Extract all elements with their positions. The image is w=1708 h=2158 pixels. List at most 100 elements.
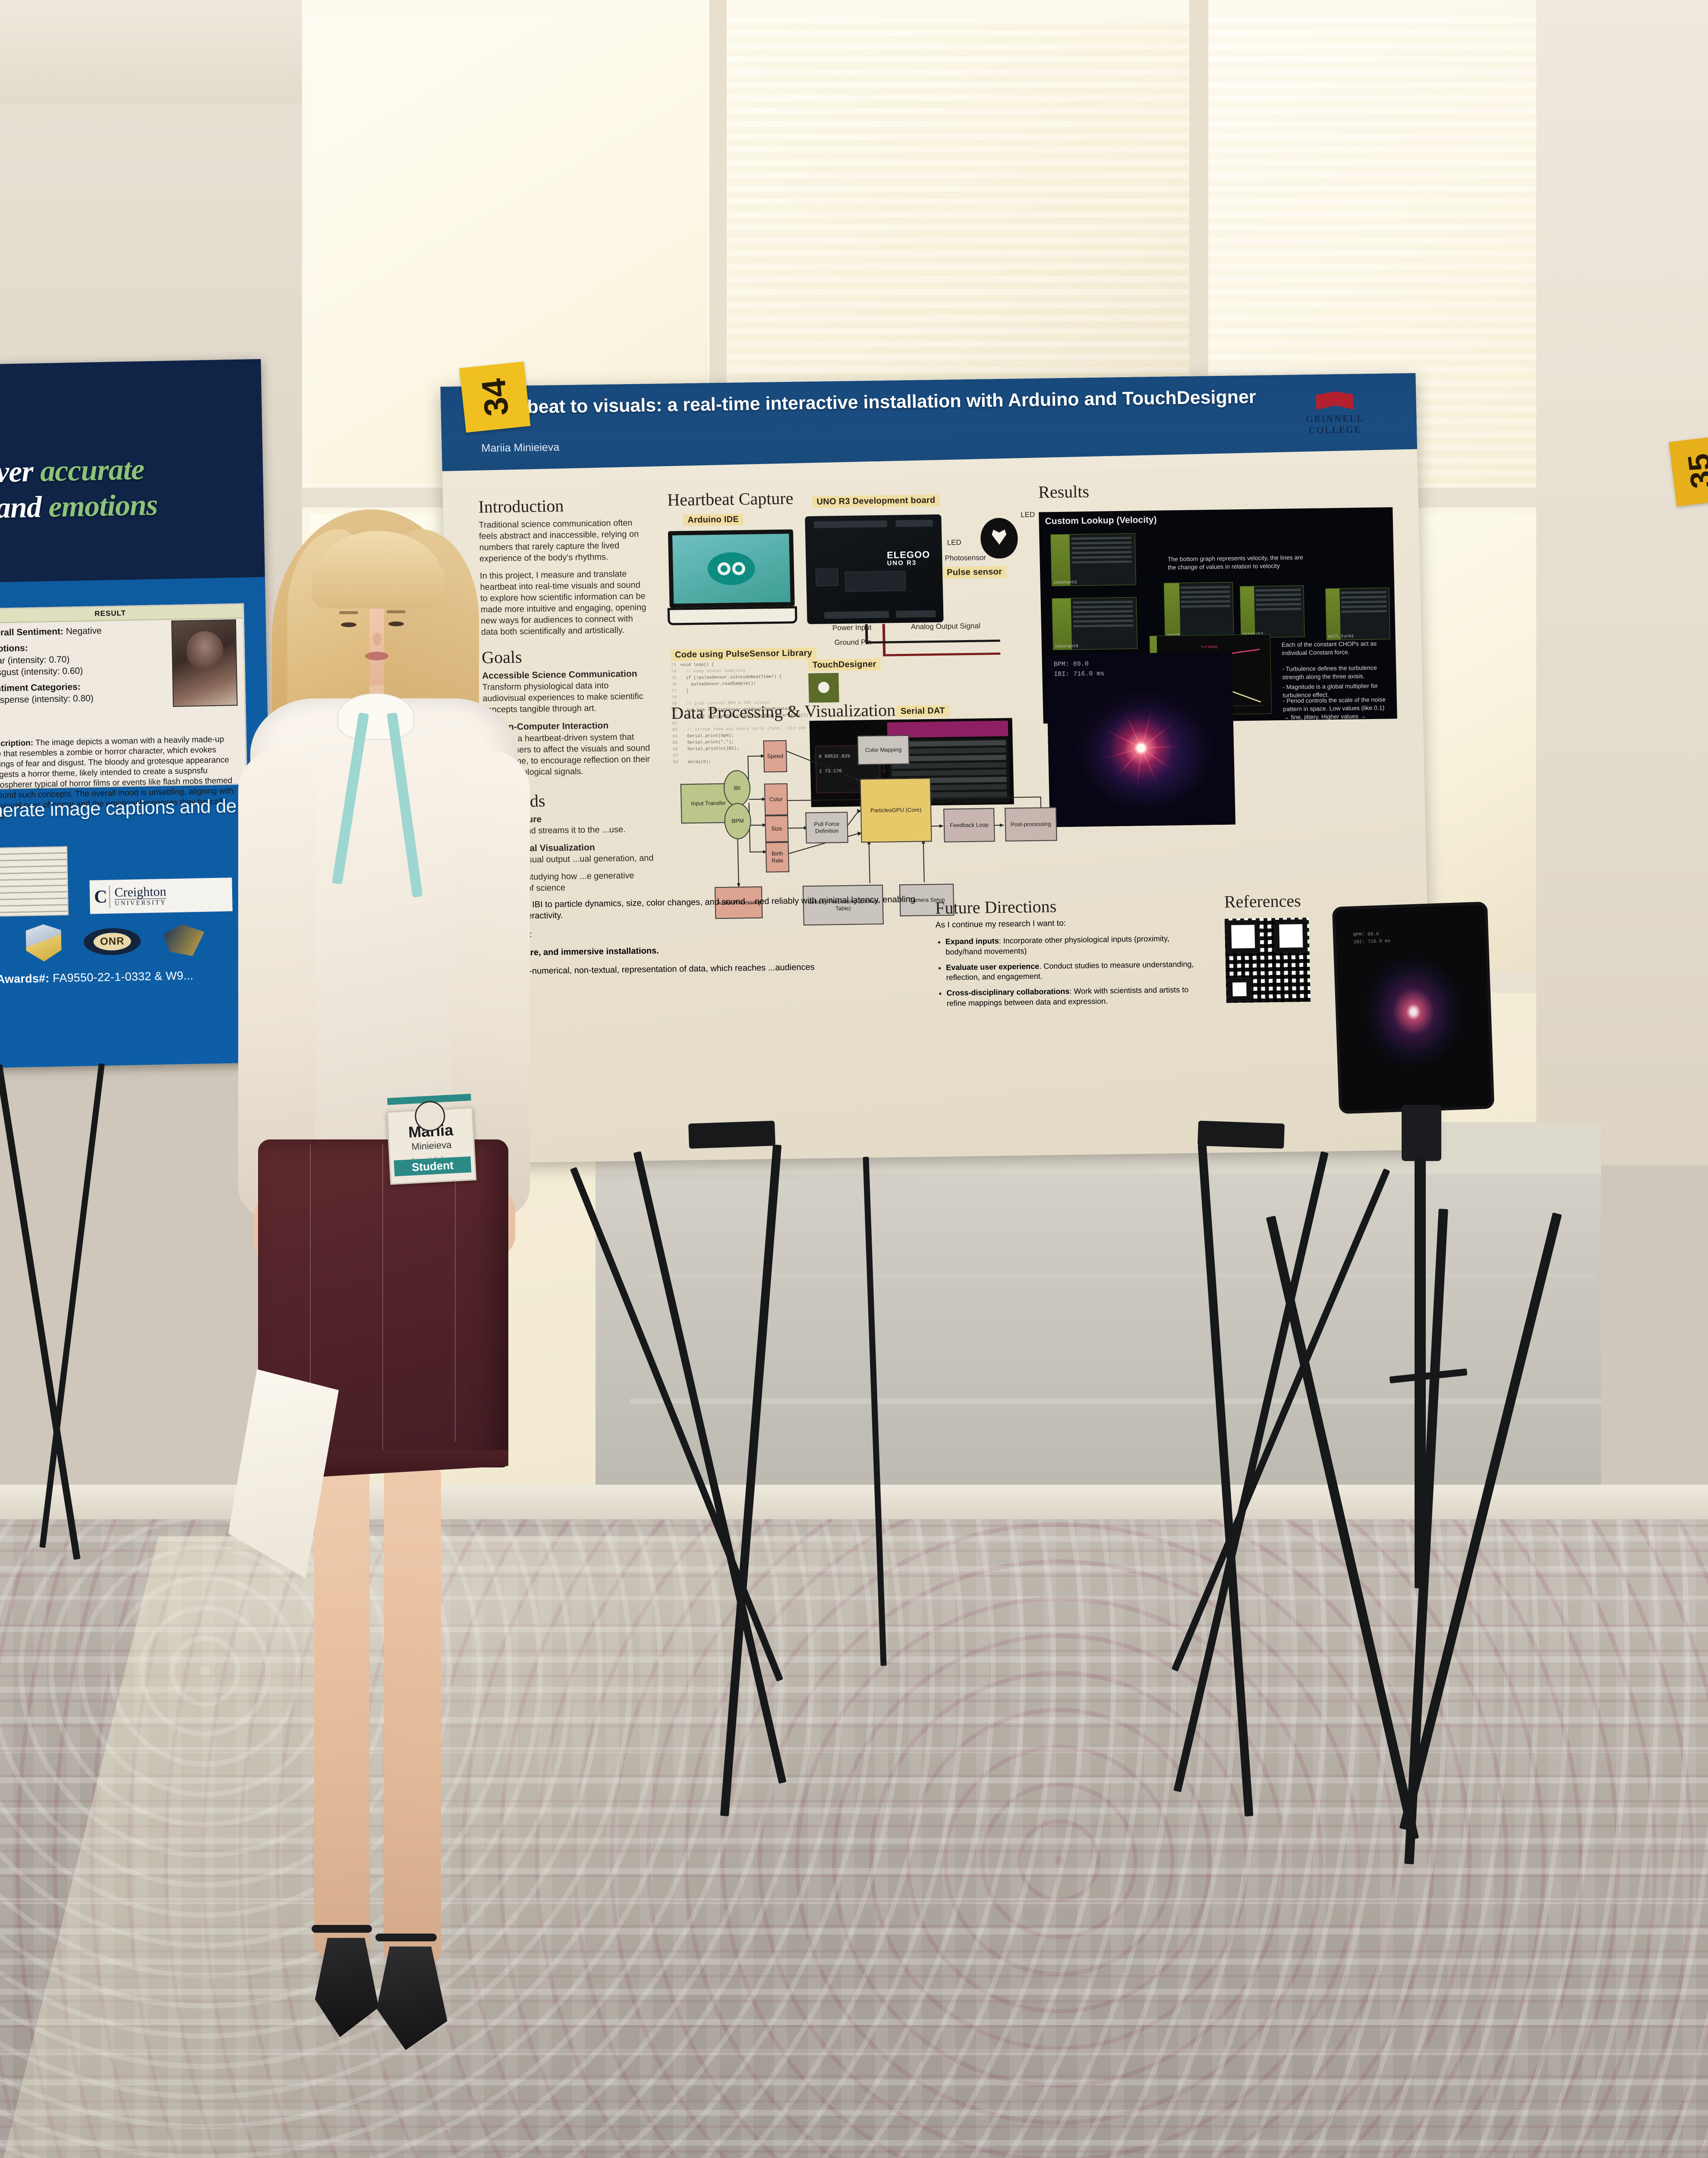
lips <box>365 652 388 660</box>
data-processing-flowchart: Input Transfer IBI BPM Speed Color Size … <box>671 722 1077 931</box>
nose <box>373 633 381 646</box>
grinnell-college-logo: GRINNELL COLLEGE <box>1285 391 1385 436</box>
badge-role: Student <box>394 1156 472 1177</box>
grinnell-wordmark: GRINNELL COLLEGE <box>1285 412 1385 436</box>
easel-head <box>688 1120 775 1149</box>
qr-code-icon[interactable] <box>1224 917 1311 1003</box>
sentiment-categories-label: Sentiment Categories: <box>0 682 81 694</box>
future-directions-lead: As I continue my research I want to: <box>935 918 1066 930</box>
photosensor-label: Photosensor <box>945 553 986 562</box>
node-speed: Speed <box>763 740 788 773</box>
ibi-readout: IBI: 716.0 ms <box>1054 670 1105 678</box>
node-feedback-loop: Feedback Loop <box>943 808 995 842</box>
arduino-logo-icon <box>707 552 756 586</box>
series-label-turbmag: turbmag <box>1201 644 1217 650</box>
arduino-ide-label: Arduino IDE <box>683 514 744 527</box>
pulse-sensor-illustration <box>980 517 1018 559</box>
pulse-sensor-label: Pulse sensor <box>942 566 1007 579</box>
blouse-collar <box>337 693 414 740</box>
arduino-ide-screen <box>672 533 791 604</box>
results-heading: Results <box>1038 482 1090 502</box>
onr-seal-icon <box>83 928 141 956</box>
node-size: Size <box>765 815 789 842</box>
headline-fragment-1: deliver <box>0 455 34 490</box>
laptop-illustration <box>667 529 800 625</box>
easel-leg <box>39 1063 105 1548</box>
name-badge: Mariia Minieieva Grinnell College Studen… <box>386 1094 477 1185</box>
references-heading: References <box>1224 891 1301 912</box>
parking-line <box>630 1398 1601 1404</box>
overall-sentiment-label: Overall Sentiment: <box>0 626 64 638</box>
poster-title: Heartbeat to visuals: a real-time intera… <box>479 386 1257 418</box>
node-birth-rate: Birth Rate <box>765 842 790 873</box>
tripod-ball-head[interactable] <box>1402 1105 1441 1161</box>
code-caption-label: Code using PulseSensor Library <box>670 647 817 661</box>
board-brand-text: ELEGOO UNO R3 <box>886 549 930 567</box>
touchdesigner-label: TouchDesigner <box>808 658 881 672</box>
book-icon <box>1316 391 1353 410</box>
node-pull-force: Pull Force Definition <box>805 811 848 844</box>
tablet-ibi-readout: IBI: 716.0 ms <box>1353 938 1391 945</box>
arduino-uno-board-illustration: ELEGOO UNO R3 <box>805 514 944 625</box>
particle-visualization-render: BPM: 89.0 IBI: 716.0 ms <box>1046 652 1236 827</box>
skirt-seam <box>382 1144 383 1459</box>
logo-divider <box>109 885 110 908</box>
headline-accent-2: emotions <box>48 488 158 524</box>
results-note: Each of the constant CHOPs act as indivi… <box>1281 640 1377 656</box>
uno-board-label: UNO R3 Development board <box>812 494 940 508</box>
laptop-keyboard <box>667 606 797 625</box>
chop-node: constant5 <box>1050 533 1136 587</box>
presenter: Mariia Minieieva Grinnell College Studen… <box>142 509 652 2050</box>
node-post-processing: Post-processing <box>1005 807 1057 842</box>
power-input-label: Power Input <box>832 623 872 632</box>
logo-line-2: COLLEGE <box>1309 424 1361 435</box>
poster-title-band: Heartbeat to visuals: a real-time intera… <box>440 373 1418 473</box>
leg-right <box>384 1450 441 1964</box>
tablet-particle-render <box>1365 958 1462 1066</box>
eyebrow-left <box>339 611 358 614</box>
results-panel-title: Custom Lookup (Velocity) <box>1045 514 1157 527</box>
node-color: Color <box>764 783 788 816</box>
future-bullet: Expand inputs: Incorporate other physiol… <box>945 934 1195 958</box>
parking-line <box>647 1273 1597 1278</box>
led-label-right: LED <box>1021 510 1035 519</box>
left-poster-mini-table <box>0 846 69 917</box>
right-wall-column <box>1536 0 1708 1165</box>
led-label-board: LED <box>947 538 961 547</box>
chop-node: constant6 <box>1052 597 1138 650</box>
laptop-screen <box>668 529 795 608</box>
creighton-bluejay-icon: C <box>94 887 105 907</box>
eye-left <box>341 622 356 627</box>
node-color-mapping: Color Mapping <box>857 735 910 765</box>
leg-left <box>314 1450 369 1955</box>
ground-pin-label: Ground Pin <box>834 638 872 647</box>
skirt-seam <box>310 1144 311 1446</box>
touchdesigner-icon <box>808 673 839 703</box>
tablet-stats-overlay: BPM: 89.0 IBI: 716.0 ms <box>1353 931 1391 946</box>
shoe-right <box>376 1947 447 2050</box>
heartbeat-capture-column: Heartbeat Capture Arduino IDE UNO R3 Dev… <box>667 485 1035 808</box>
overall-sentiment-value: Negative <box>66 626 102 637</box>
chop-node: stretch2 <box>1239 585 1305 638</box>
skirt-seam <box>455 1144 456 1442</box>
chop-node: null_turb1 <box>1325 587 1390 640</box>
particle-core <box>1097 708 1185 789</box>
logo-line-1: GRINNELL <box>1306 413 1364 424</box>
research-poster: Heartbeat to visuals: a real-time intera… <box>440 373 1433 1164</box>
headline-accent-1: accurate <box>40 453 145 488</box>
booth-number-sticker-left: 34 <box>459 361 531 433</box>
description-label: Description: <box>0 738 34 749</box>
future-bullet: Evaluate user experience. Conduct studie… <box>946 959 1196 983</box>
chop-node: join2 <box>1163 582 1234 639</box>
future-bullet: Cross-disciplinary collaborations: Work … <box>946 985 1196 1009</box>
eye-right <box>388 622 404 626</box>
future-directions-column: Future Directions As I continue my resea… <box>935 894 1197 1014</box>
tablet-display[interactable]: BPM: 89.0 IBI: 716.0 ms <box>1332 901 1495 1114</box>
air-force-shield-icon <box>25 924 62 962</box>
results-caption: The bottom graph represents velocity, th… <box>1167 554 1303 571</box>
headline-fragment-2: nts and <box>0 490 42 525</box>
future-directions-bullets: Expand inputs: Incorporate other physiol… <box>936 934 1197 1009</box>
easel-head <box>1197 1120 1285 1149</box>
ankle-strap-right <box>375 1934 437 1941</box>
